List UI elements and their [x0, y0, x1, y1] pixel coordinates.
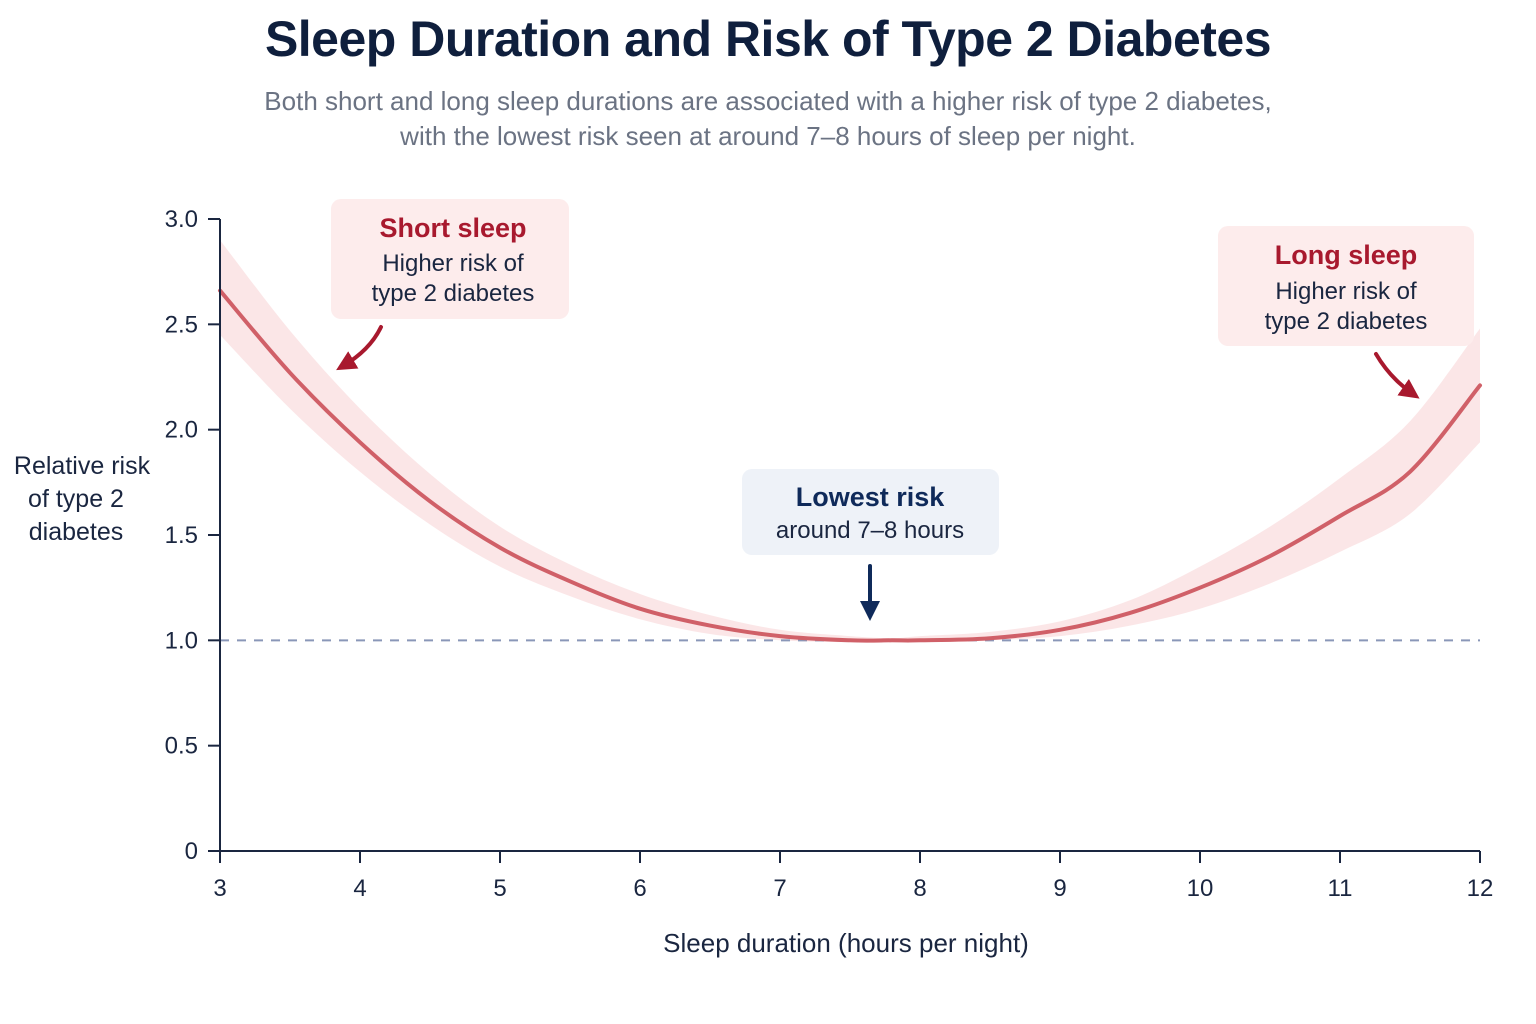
x-tick-label: 3	[213, 875, 226, 902]
y-axis-label-line-2: of type 2	[28, 485, 124, 513]
annotation-short-sleep-title: Short sleep	[379, 213, 526, 243]
risk-curve-line	[218, 288, 1482, 643]
x-tick-label: 8	[913, 875, 926, 902]
annotation-lowest-risk-box	[742, 469, 999, 555]
annotation-short-sleep-text-2: type 2 diabetes	[372, 280, 535, 307]
annotation-lowest-risk-text: around 7–8 hours	[776, 517, 964, 544]
y-axis-ticks: 0 0.5 1.0 1.5 2.0 2.5 3.0	[165, 206, 220, 865]
y-axis-label-line-1: Relative risk	[14, 452, 151, 480]
subtitle-line-1: Both short and long sleep durations are …	[264, 86, 1272, 116]
y-axis-label-line-3: diabetes	[29, 518, 124, 546]
annotation-short-sleep-arrow	[336, 325, 383, 371]
annotation-long-sleep-box	[1218, 226, 1474, 346]
y-tick-label: 2.5	[165, 311, 198, 338]
x-tick-label: 4	[353, 875, 366, 902]
y-tick-label: 0.5	[165, 733, 198, 760]
annotation-long-sleep-text-1: Higher risk of	[1275, 278, 1417, 305]
chart-subtitle: Both short and long sleep durations are …	[0, 84, 1536, 154]
x-tick-label: 10	[1187, 875, 1214, 902]
y-tick-label: 1.5	[165, 522, 198, 549]
x-axis-ticks: 3 4 5 6 7 8 9 10 11 12	[213, 851, 1493, 902]
annotation-long-sleep-arrow	[1374, 352, 1420, 399]
y-tick-label: 0	[185, 838, 198, 865]
annotation-short-sleep-text-1: Higher risk of	[382, 250, 524, 277]
x-tick-label: 5	[493, 875, 506, 902]
x-tick-label: 7	[773, 875, 786, 902]
x-tick-label: 12	[1467, 875, 1494, 902]
annotation-lowest-risk: Lowest risk around 7–8 hours	[742, 469, 999, 621]
annotation-long-sleep-text-2: type 2 diabetes	[1265, 308, 1428, 335]
annotation-lowest-risk-title: Lowest risk	[796, 482, 946, 512]
x-tick-label: 9	[1053, 875, 1066, 902]
subtitle-line-2: with the lowest risk seen at around 7–8 …	[400, 121, 1136, 151]
annotation-short-sleep-box	[331, 199, 569, 319]
y-tick-label: 1.0	[165, 627, 198, 654]
x-tick-label: 11	[1328, 875, 1353, 902]
annotation-long-sleep: Long sleep Higher risk of type 2 diabete…	[1218, 226, 1474, 399]
x-tick-label: 6	[633, 875, 646, 902]
annotation-long-sleep-title: Long sleep	[1275, 240, 1418, 270]
y-tick-label: 3.0	[165, 206, 198, 233]
y-axis-label: Relative risk of type 2 diabetes	[14, 452, 151, 546]
y-tick-label: 2.0	[165, 417, 198, 444]
chart-title: Sleep Duration and Risk of Type 2 Diabet…	[264, 11, 1272, 67]
annotation-short-sleep: Short sleep Higher risk of type 2 diabet…	[331, 199, 569, 371]
x-axis-label: Sleep duration (hours per night)	[663, 928, 1029, 958]
